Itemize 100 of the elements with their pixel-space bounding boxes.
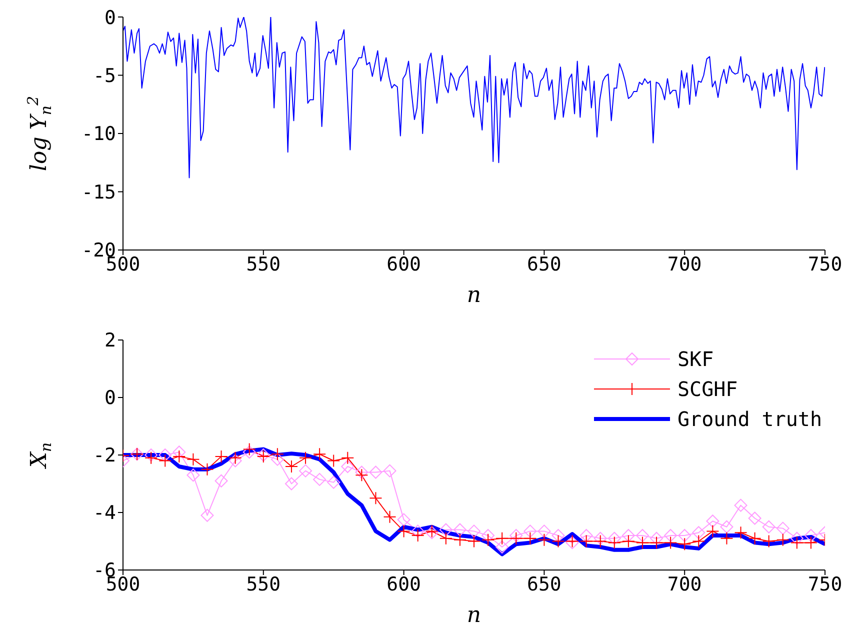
x-tick-label: 700 [667,573,702,596]
point [692,526,706,540]
point [650,532,664,545]
point [636,536,649,550]
point [748,532,762,545]
point [706,524,720,538]
y-axis-title: log Yn2 [24,96,55,172]
legend-label: SKF [678,346,714,373]
point [762,534,776,548]
point [327,476,340,489]
point [468,534,480,548]
x-tick-label: 650 [527,253,562,276]
point [313,472,326,486]
point [720,532,734,545]
point [678,529,692,542]
point [580,534,593,548]
point [538,524,551,538]
point [383,464,396,478]
point [650,536,664,550]
x-axis-title: n [466,283,482,308]
point [776,522,790,535]
point [355,466,368,479]
point [664,529,678,542]
point [299,464,312,478]
point [790,536,804,550]
point [706,514,720,528]
x-axis-title: n [466,603,482,628]
y-tick-label: -5 [93,64,116,87]
point [270,452,284,466]
point [734,526,748,540]
point [762,520,776,534]
point [172,446,186,459]
point [270,448,284,461]
point [776,533,790,546]
point [144,451,158,464]
point [158,454,172,468]
point [172,450,186,463]
point [664,536,678,550]
point [341,460,354,473]
point [453,523,466,536]
point [552,529,565,542]
point [510,532,523,545]
point [411,529,424,542]
legend-label: Ground truth [678,406,822,433]
point [186,452,200,466]
point [678,538,692,551]
point [608,532,621,545]
point [158,448,172,462]
point [355,468,368,482]
point [313,448,326,461]
point [341,451,354,464]
point [496,540,509,554]
point [594,532,607,545]
point [538,533,551,546]
y-tick-label: 0 [104,387,116,410]
point [594,534,607,548]
y-tick-label: -4 [93,502,116,524]
point [397,524,410,538]
point [552,534,565,548]
point [242,446,256,459]
point [242,442,256,456]
point [622,529,635,542]
point [144,448,158,462]
point [228,451,242,464]
point [369,492,382,505]
x-tick-label: 750 [808,573,842,596]
point [580,529,593,542]
point [524,532,537,545]
y-tick-label: 2 [104,330,116,352]
x-tick-label: 750 [808,253,842,276]
point [790,532,804,545]
point [439,532,452,545]
point [383,510,396,524]
point [524,524,537,538]
point [284,477,298,490]
point [200,462,214,476]
legend-label: SCGHF [678,376,738,403]
point [453,533,466,546]
x-tick-label: 700 [667,253,702,276]
point [482,533,495,546]
point [608,536,621,550]
point [636,529,649,542]
point [496,532,509,545]
point [720,520,734,534]
point [482,529,495,542]
x-tick-label: 600 [386,253,421,276]
point [804,536,818,550]
point [411,524,424,538]
y-axis-title: Xn [27,442,55,470]
point [748,512,762,525]
point [299,451,312,464]
point [214,474,228,488]
point [327,454,340,468]
point [692,534,706,548]
point [439,523,452,536]
point [284,460,298,473]
x-tick-label: 600 [386,573,421,596]
point [200,508,214,522]
y-tick-label: 0 [104,6,116,29]
point [622,534,635,548]
